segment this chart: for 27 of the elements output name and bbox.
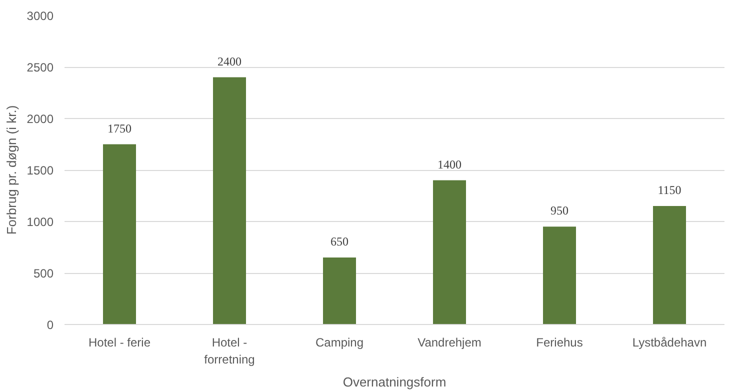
bar — [213, 77, 246, 324]
x-tick-label: Vandrehjem — [418, 336, 482, 350]
data-label: 950 — [550, 204, 568, 218]
data-label: 2400 — [218, 54, 242, 68]
x-tick-label: Lystbådehavn — [632, 336, 707, 350]
data-label: 1750 — [108, 121, 132, 136]
y-tick-label: 500 — [33, 266, 54, 280]
x-axis-title: Overnatningsform — [342, 374, 446, 390]
data-label: 650 — [330, 234, 348, 249]
bar — [653, 206, 686, 324]
y-tick-label: 1000 — [26, 215, 54, 229]
bar — [103, 144, 136, 324]
y-axis-title: Forbrug pr. døgn (i kr.) — [4, 105, 19, 235]
y-tick-label: 2500 — [26, 60, 54, 74]
x-tick-label: Hotel - ferie — [88, 336, 151, 350]
x-tick-label: Feriehus — [536, 336, 583, 350]
y-tick-label: 0 — [46, 318, 54, 332]
y-tick-label: 1500 — [26, 164, 54, 178]
bar — [543, 226, 576, 324]
bar — [323, 258, 356, 324]
x-tick-label: Hotel - forretning — [204, 336, 255, 366]
y-tick-label: 2000 — [26, 112, 54, 126]
data-label: 1150 — [658, 183, 682, 198]
x-tick-label: Camping — [315, 336, 364, 350]
y-tick-label: 3000 — [26, 9, 54, 23]
data-label: 1400 — [438, 157, 462, 172]
bar — [433, 180, 466, 324]
